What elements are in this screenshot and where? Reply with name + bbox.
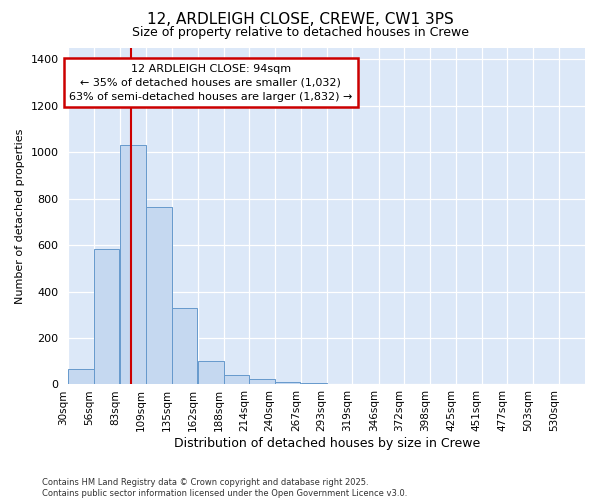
Bar: [172, 308, 197, 384]
X-axis label: Distribution of detached houses by size in Crewe: Distribution of detached houses by size …: [173, 437, 480, 450]
Text: 12, ARDLEIGH CLOSE, CREWE, CW1 3PS: 12, ARDLEIGH CLOSE, CREWE, CW1 3PS: [146, 12, 454, 28]
Text: Contains HM Land Registry data © Crown copyright and database right 2025.
Contai: Contains HM Land Registry data © Crown c…: [42, 478, 407, 498]
Bar: [275, 382, 300, 384]
Bar: [224, 374, 249, 384]
Bar: [121, 144, 146, 384]
Bar: [198, 361, 224, 384]
Bar: [68, 368, 94, 384]
Y-axis label: Number of detached properties: Number of detached properties: [15, 128, 25, 304]
Bar: [94, 248, 119, 384]
Text: Size of property relative to detached houses in Crewe: Size of property relative to detached ho…: [131, 26, 469, 39]
Bar: [146, 208, 172, 384]
Bar: [249, 378, 275, 384]
Text: 12 ARDLEIGH CLOSE: 94sqm
← 35% of detached houses are smaller (1,032)
63% of sem: 12 ARDLEIGH CLOSE: 94sqm ← 35% of detach…: [69, 64, 352, 102]
